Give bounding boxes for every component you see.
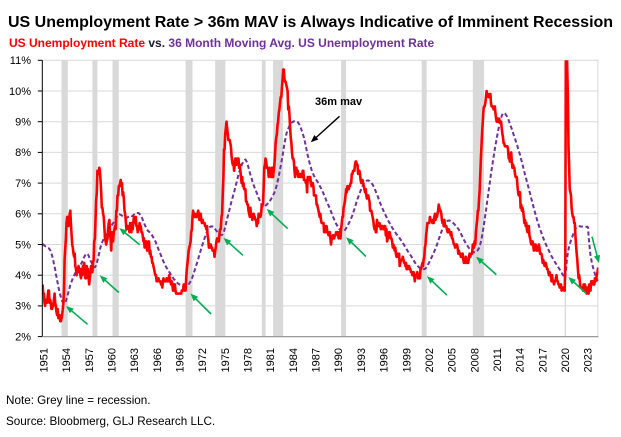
svg-text:2017: 2017 bbox=[537, 348, 549, 372]
svg-text:1963: 1963 bbox=[129, 348, 141, 372]
svg-text:2008: 2008 bbox=[469, 348, 481, 372]
svg-text:1999: 1999 bbox=[401, 348, 413, 372]
svg-text:1954: 1954 bbox=[61, 348, 73, 372]
svg-text:1957: 1957 bbox=[84, 348, 96, 372]
svg-text:11%: 11% bbox=[10, 55, 31, 67]
svg-text:1990: 1990 bbox=[333, 348, 345, 372]
svg-text:US Unemployment Rate vs. 36 Mo: US Unemployment Rate vs. 36 Month Moving… bbox=[9, 36, 435, 50]
svg-text:3%: 3% bbox=[15, 301, 31, 313]
svg-text:1987: 1987 bbox=[311, 348, 323, 372]
svg-text:9%: 9% bbox=[15, 117, 31, 129]
svg-text:1981: 1981 bbox=[265, 348, 277, 372]
svg-text:2011: 2011 bbox=[492, 348, 504, 372]
svg-text:10%: 10% bbox=[9, 86, 31, 98]
svg-text:1975: 1975 bbox=[220, 348, 232, 372]
svg-text:2020: 2020 bbox=[560, 348, 572, 372]
svg-text:5%: 5% bbox=[15, 239, 31, 251]
svg-text:1996: 1996 bbox=[379, 348, 391, 372]
svg-text:2014: 2014 bbox=[515, 348, 527, 372]
svg-text:Source: Bloobmerg, GLJ Researc: Source: Bloobmerg, GLJ Research LLC. bbox=[6, 415, 215, 428]
svg-text:1951: 1951 bbox=[39, 348, 51, 372]
svg-text:2023: 2023 bbox=[583, 348, 595, 372]
svg-text:Note: Grey line = recession.: Note: Grey line = recession. bbox=[6, 394, 151, 407]
svg-text:1984: 1984 bbox=[288, 348, 300, 372]
svg-text:US Unemployment Rate > 36m MAV: US Unemployment Rate > 36m MAV is Always… bbox=[8, 14, 613, 31]
svg-text:6%: 6% bbox=[15, 209, 31, 221]
svg-text:1966: 1966 bbox=[152, 348, 164, 372]
svg-text:1969: 1969 bbox=[175, 348, 187, 372]
svg-text:2002: 2002 bbox=[424, 348, 436, 372]
svg-text:7%: 7% bbox=[15, 178, 31, 190]
svg-text:1972: 1972 bbox=[197, 348, 209, 372]
svg-text:2005: 2005 bbox=[447, 348, 459, 372]
svg-text:4%: 4% bbox=[15, 270, 31, 282]
svg-text:2%: 2% bbox=[15, 331, 31, 343]
svg-text:1978: 1978 bbox=[243, 348, 255, 372]
svg-text:1960: 1960 bbox=[107, 348, 119, 372]
svg-text:36m mav: 36m mav bbox=[315, 96, 363, 108]
svg-text:1993: 1993 bbox=[356, 348, 368, 372]
svg-text:8%: 8% bbox=[15, 147, 31, 159]
